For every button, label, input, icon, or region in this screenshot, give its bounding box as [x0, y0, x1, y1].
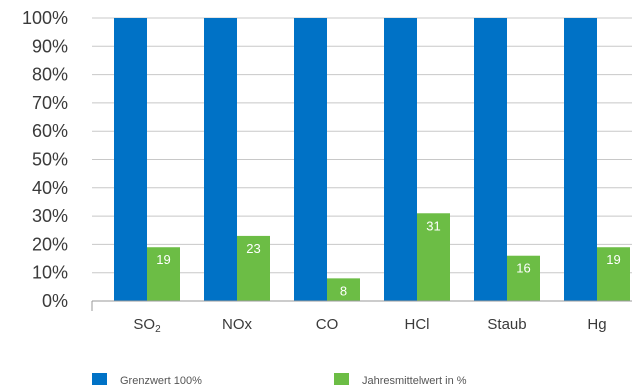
axes: 0% 10% 20% 30% 40% 50% 60% 70% 80% 90% 100% SO2 NOx C…	[22, 8, 632, 335]
y-tick-label-90: 90%	[32, 36, 68, 56]
y-tick-label-50: 50%	[32, 150, 68, 170]
bar-grenzwert-4	[474, 18, 507, 301]
x-tick-label-2: CO	[316, 316, 339, 333]
data-label-2: 8	[340, 283, 347, 298]
bar-jahresmittelwert-4	[507, 255, 540, 301]
y-tick-label-70: 70%	[32, 93, 68, 113]
bar-jahresmittelwert-1	[237, 235, 270, 301]
x-tick-label-text-4: Staub	[487, 316, 526, 333]
legend-label-0: Grenzwert 100%	[120, 375, 202, 387]
bar-grenzwert-1	[204, 18, 237, 301]
bar-grenzwert-3	[384, 18, 417, 301]
y-tick-label-80: 80%	[32, 65, 68, 85]
x-tick-label-0: SO2	[133, 316, 161, 335]
x-tick-label-3: HCl	[405, 316, 430, 333]
gridlines	[92, 17, 632, 274]
x-tick-label-text-2: CO	[316, 316, 339, 333]
bar-grenzwert-2	[294, 18, 327, 301]
bar-jahresmittelwert-2	[327, 278, 360, 301]
legend-swatch-0	[92, 373, 107, 385]
bar-jahresmittelwert-3	[417, 213, 450, 301]
data-labels: 19 23 8 31 16 19	[156, 218, 620, 298]
x-tick-label-text-1: NOx	[222, 316, 253, 333]
y-tick-label-0: 0%	[42, 291, 68, 311]
legend: Grenzwert 100% Jahresmittelwert in %	[92, 373, 467, 387]
bars	[114, 18, 630, 301]
data-label-3: 31	[426, 218, 440, 233]
bar-grenzwert-0	[114, 18, 147, 301]
bar-jahresmittelwert-0	[147, 247, 180, 301]
y-tick-label-100: 100%	[22, 8, 68, 28]
bar-jahresmittelwert-5	[597, 247, 630, 301]
x-tick-label-text-0: SO	[133, 316, 155, 333]
bar-grenzwert-5	[564, 18, 597, 301]
data-label-4: 16	[516, 261, 530, 276]
x-tick-label-1: NOx	[222, 316, 253, 333]
x-tick-label-text-3: HCl	[405, 316, 430, 333]
y-tick-label-60: 60%	[32, 121, 68, 141]
y-tick-label-30: 30%	[32, 206, 68, 226]
y-tick-label-20: 20%	[32, 234, 68, 254]
data-label-0: 19	[156, 252, 170, 267]
x-tick-label-text-5: Hg	[587, 316, 606, 333]
x-tick-label-subscript-0: 2	[155, 324, 161, 335]
data-label-1: 23	[246, 241, 260, 256]
data-label-5: 19	[606, 252, 620, 267]
x-tick-label-5: Hg	[587, 316, 606, 333]
y-tick-label-40: 40%	[32, 178, 68, 198]
legend-label-1: Jahresmittelwert in %	[362, 375, 467, 387]
x-tick-label-4: Staub	[487, 316, 526, 333]
legend-swatch-1	[334, 373, 349, 385]
y-tick-label-10: 10%	[32, 263, 68, 283]
